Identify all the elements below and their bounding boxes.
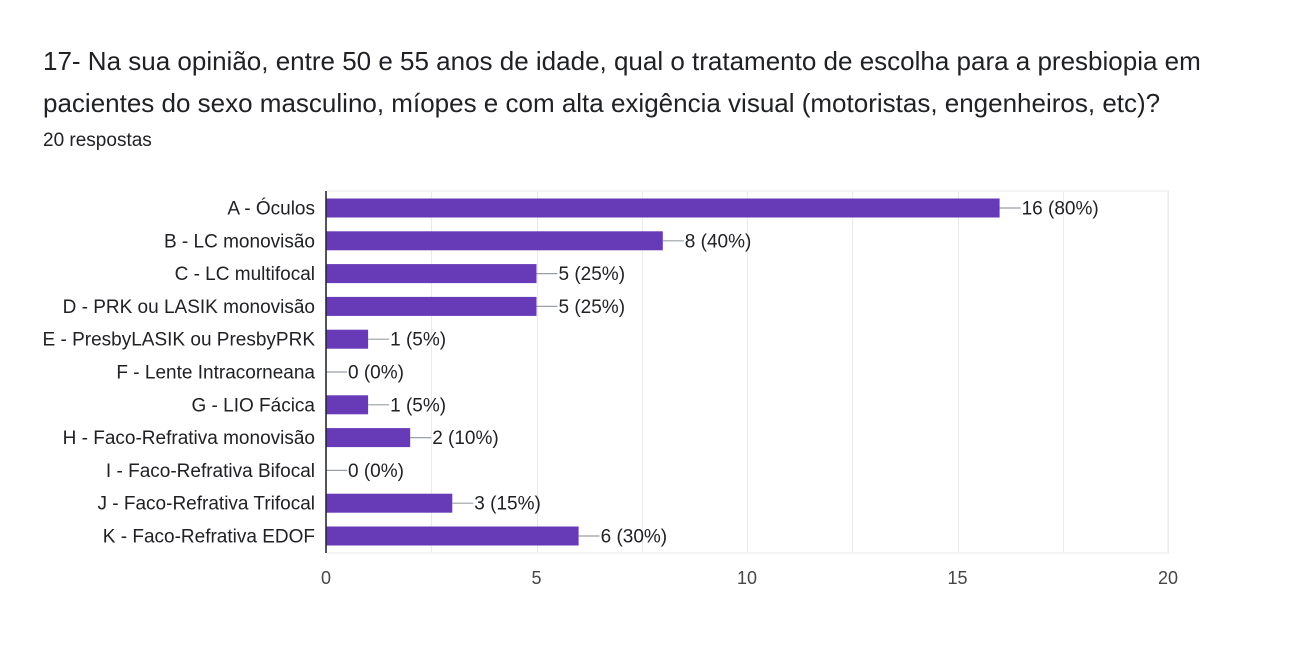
data-label: 1 (5%) xyxy=(390,395,446,416)
bar xyxy=(326,395,369,415)
data-label: 0 (0%) xyxy=(348,363,404,384)
x-tick-label: 20 xyxy=(1158,568,1178,588)
data-label: 5 (25%) xyxy=(559,264,626,285)
bar xyxy=(326,264,537,284)
category-label: G - LIO Fácica xyxy=(191,395,315,416)
category-label: B - LC monovisão xyxy=(164,231,315,252)
data-label: 1 (5%) xyxy=(390,330,446,351)
category-label: D - PRK ou LASIK monovisão xyxy=(63,297,315,318)
response-count: 20 respostas xyxy=(43,130,152,151)
data-label: 6 (30%) xyxy=(601,527,668,548)
bar xyxy=(326,198,1000,218)
x-tick-label: 0 xyxy=(321,568,331,588)
data-label: 3 (15%) xyxy=(474,494,541,515)
bar xyxy=(326,428,411,448)
category-label: H - Faco-Refrativa monovisão xyxy=(63,428,315,449)
category-label: I - Faco-Refrativa Bifocal xyxy=(106,461,315,482)
bar xyxy=(326,526,579,546)
x-tick-label: 10 xyxy=(737,568,757,588)
category-label: C - LC multifocal xyxy=(175,264,315,285)
bar xyxy=(326,329,369,349)
bar xyxy=(326,493,453,513)
x-tick-label: 5 xyxy=(531,568,541,588)
question-title: 17- Na sua opinião, entre 50 e 55 anos d… xyxy=(43,46,1201,118)
bar xyxy=(326,231,663,251)
data-label: 16 (80%) xyxy=(1022,199,1099,220)
data-label: 0 (0%) xyxy=(348,461,404,482)
bar xyxy=(326,296,537,316)
data-label: 8 (40%) xyxy=(685,231,752,252)
data-label: 2 (10%) xyxy=(432,428,499,449)
category-label: F - Lente Intracorneana xyxy=(116,363,315,384)
category-label: E - PresbyLASIK ou PresbyPRK xyxy=(43,330,316,351)
category-label: K - Faco-Refrativa EDOF xyxy=(103,527,315,548)
x-tick-label: 15 xyxy=(947,568,967,588)
category-label: J - Faco-Refrativa Trifocal xyxy=(98,494,316,515)
category-label: A - Óculos xyxy=(227,198,315,220)
data-label: 5 (25%) xyxy=(559,297,626,318)
